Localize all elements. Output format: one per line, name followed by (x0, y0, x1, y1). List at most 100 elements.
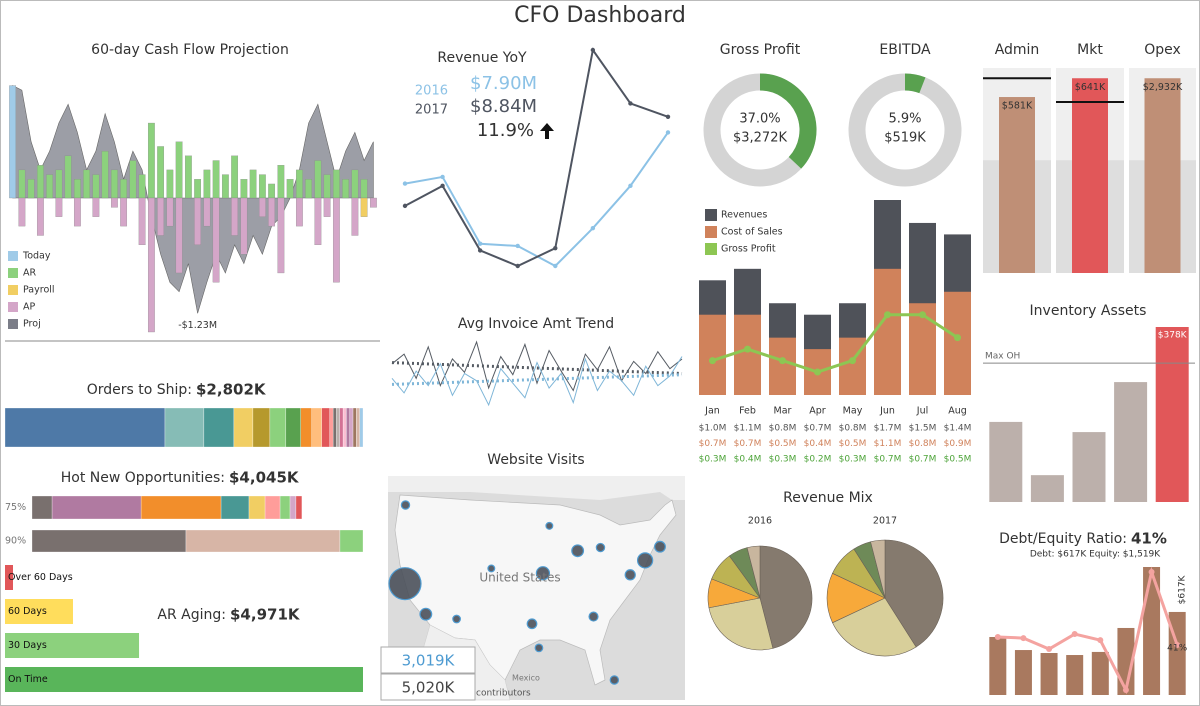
visit-bubble (388, 567, 422, 601)
revenue-dot (553, 263, 558, 269)
debt-bar (1143, 567, 1161, 695)
segment (185, 529, 341, 553)
value-label: $0.2M (804, 455, 832, 465)
cash-bar (203, 169, 211, 199)
cash-bar (73, 179, 81, 199)
visit-bubble (545, 521, 554, 530)
cash-bar (258, 197, 266, 217)
visit-bubble (595, 542, 606, 553)
cash-bar (147, 122, 155, 199)
visit-bubble (487, 564, 496, 573)
category-label: Over 60 Days (8, 572, 73, 583)
revenue-dot (515, 263, 520, 269)
pie-slice (884, 539, 944, 648)
cash-bar (360, 197, 368, 217)
segment (356, 407, 360, 448)
panel-title: Orders to Ship: (87, 382, 192, 398)
revenue-bar (734, 314, 761, 395)
donut-percent: 5.9% (888, 112, 921, 127)
cash-bar (314, 160, 322, 199)
total-value: 3,019K (402, 652, 456, 670)
ratio-dot (1122, 687, 1129, 694)
visit-bubble (419, 607, 433, 621)
pie-year: 2016 (748, 516, 772, 527)
revenue-bar (909, 303, 936, 395)
x-tick-label: Jul (916, 406, 928, 417)
pie-slice (826, 572, 886, 624)
cash-bar (92, 174, 100, 199)
cash-bar (332, 169, 340, 199)
cash-bar (55, 197, 63, 217)
value-label: $0.5M (839, 439, 867, 449)
kpi-year: 2016 (415, 84, 448, 99)
cash-bar (360, 179, 368, 199)
value-label: $0.9M (944, 439, 972, 449)
legend-label: Cost of Sales (721, 227, 783, 238)
revenue-bar (769, 337, 796, 395)
panel-total: $2,802K (196, 381, 267, 399)
cash-bar (101, 150, 109, 199)
cash-bar (258, 174, 266, 199)
visit-bubble (609, 675, 620, 685)
x-tick-label: Feb (739, 406, 756, 417)
up-arrow (540, 123, 554, 139)
total-value: 5,020K (402, 679, 456, 697)
value-label: $1.4M (944, 424, 972, 434)
gp-dot (884, 311, 891, 319)
x-tick-label: Jan (704, 406, 720, 417)
aging-bar (5, 667, 363, 692)
revenue-line (404, 47, 669, 268)
cash-bar (46, 174, 54, 199)
ratio-dot (1148, 569, 1155, 575)
annotation: -$1.23M (178, 320, 217, 331)
segment (279, 495, 291, 520)
cash-bar (231, 155, 239, 199)
cash-bar (120, 197, 128, 227)
reference-label: Max OH (985, 352, 1020, 362)
value-label: $0.3M (839, 455, 867, 465)
panel-title: Opex (1144, 42, 1181, 58)
segment (289, 495, 297, 520)
revenue-bar (944, 291, 971, 395)
panel-title: Website Visits (487, 452, 584, 468)
revenue-dot (590, 225, 596, 231)
cash-bar (18, 169, 26, 199)
cash-bar (249, 169, 257, 199)
category-label: On Time (8, 674, 48, 685)
category-label: 60 Days (8, 606, 47, 617)
cash-bar (138, 197, 146, 246)
revenue-dot (402, 181, 408, 186)
value-label: $617K (1178, 574, 1188, 604)
value-label: $0.4M (804, 439, 832, 449)
donut-amount: $3,272K (733, 131, 787, 146)
segment (248, 495, 266, 520)
revenue-dot (402, 203, 408, 209)
panel-title: Hot New Opportunities: (61, 470, 225, 486)
cash-bar (240, 179, 248, 199)
cash-bar (295, 197, 303, 227)
revenue-dot (515, 243, 520, 249)
donut-amount: $519K (884, 131, 926, 146)
cash-bar (268, 183, 276, 199)
bullet-bar (1072, 78, 1108, 273)
value-label: $0.8M (769, 424, 797, 434)
cash-bar (184, 155, 192, 199)
trend-line (391, 373, 683, 386)
ratio-dot (994, 633, 1001, 640)
gp-dot (779, 357, 786, 365)
value-label: $1.1M (734, 424, 762, 434)
revenue-dot (477, 248, 483, 253)
cash-bar (27, 179, 35, 199)
segment (51, 495, 142, 520)
panel-title: Inventory Assets (1030, 303, 1147, 319)
visit-bubble (588, 611, 599, 622)
cash-bar (351, 169, 359, 199)
panel-title: Gross Profit (720, 42, 801, 58)
value-label: $0.8M (839, 424, 867, 434)
revenue-dot (590, 47, 596, 53)
cash-bar (194, 197, 202, 246)
row-label: 75% (5, 502, 26, 513)
debt-bar (1040, 653, 1058, 695)
segment (269, 407, 287, 448)
panel-title: Avg Invoice Amt Trend (458, 316, 614, 332)
